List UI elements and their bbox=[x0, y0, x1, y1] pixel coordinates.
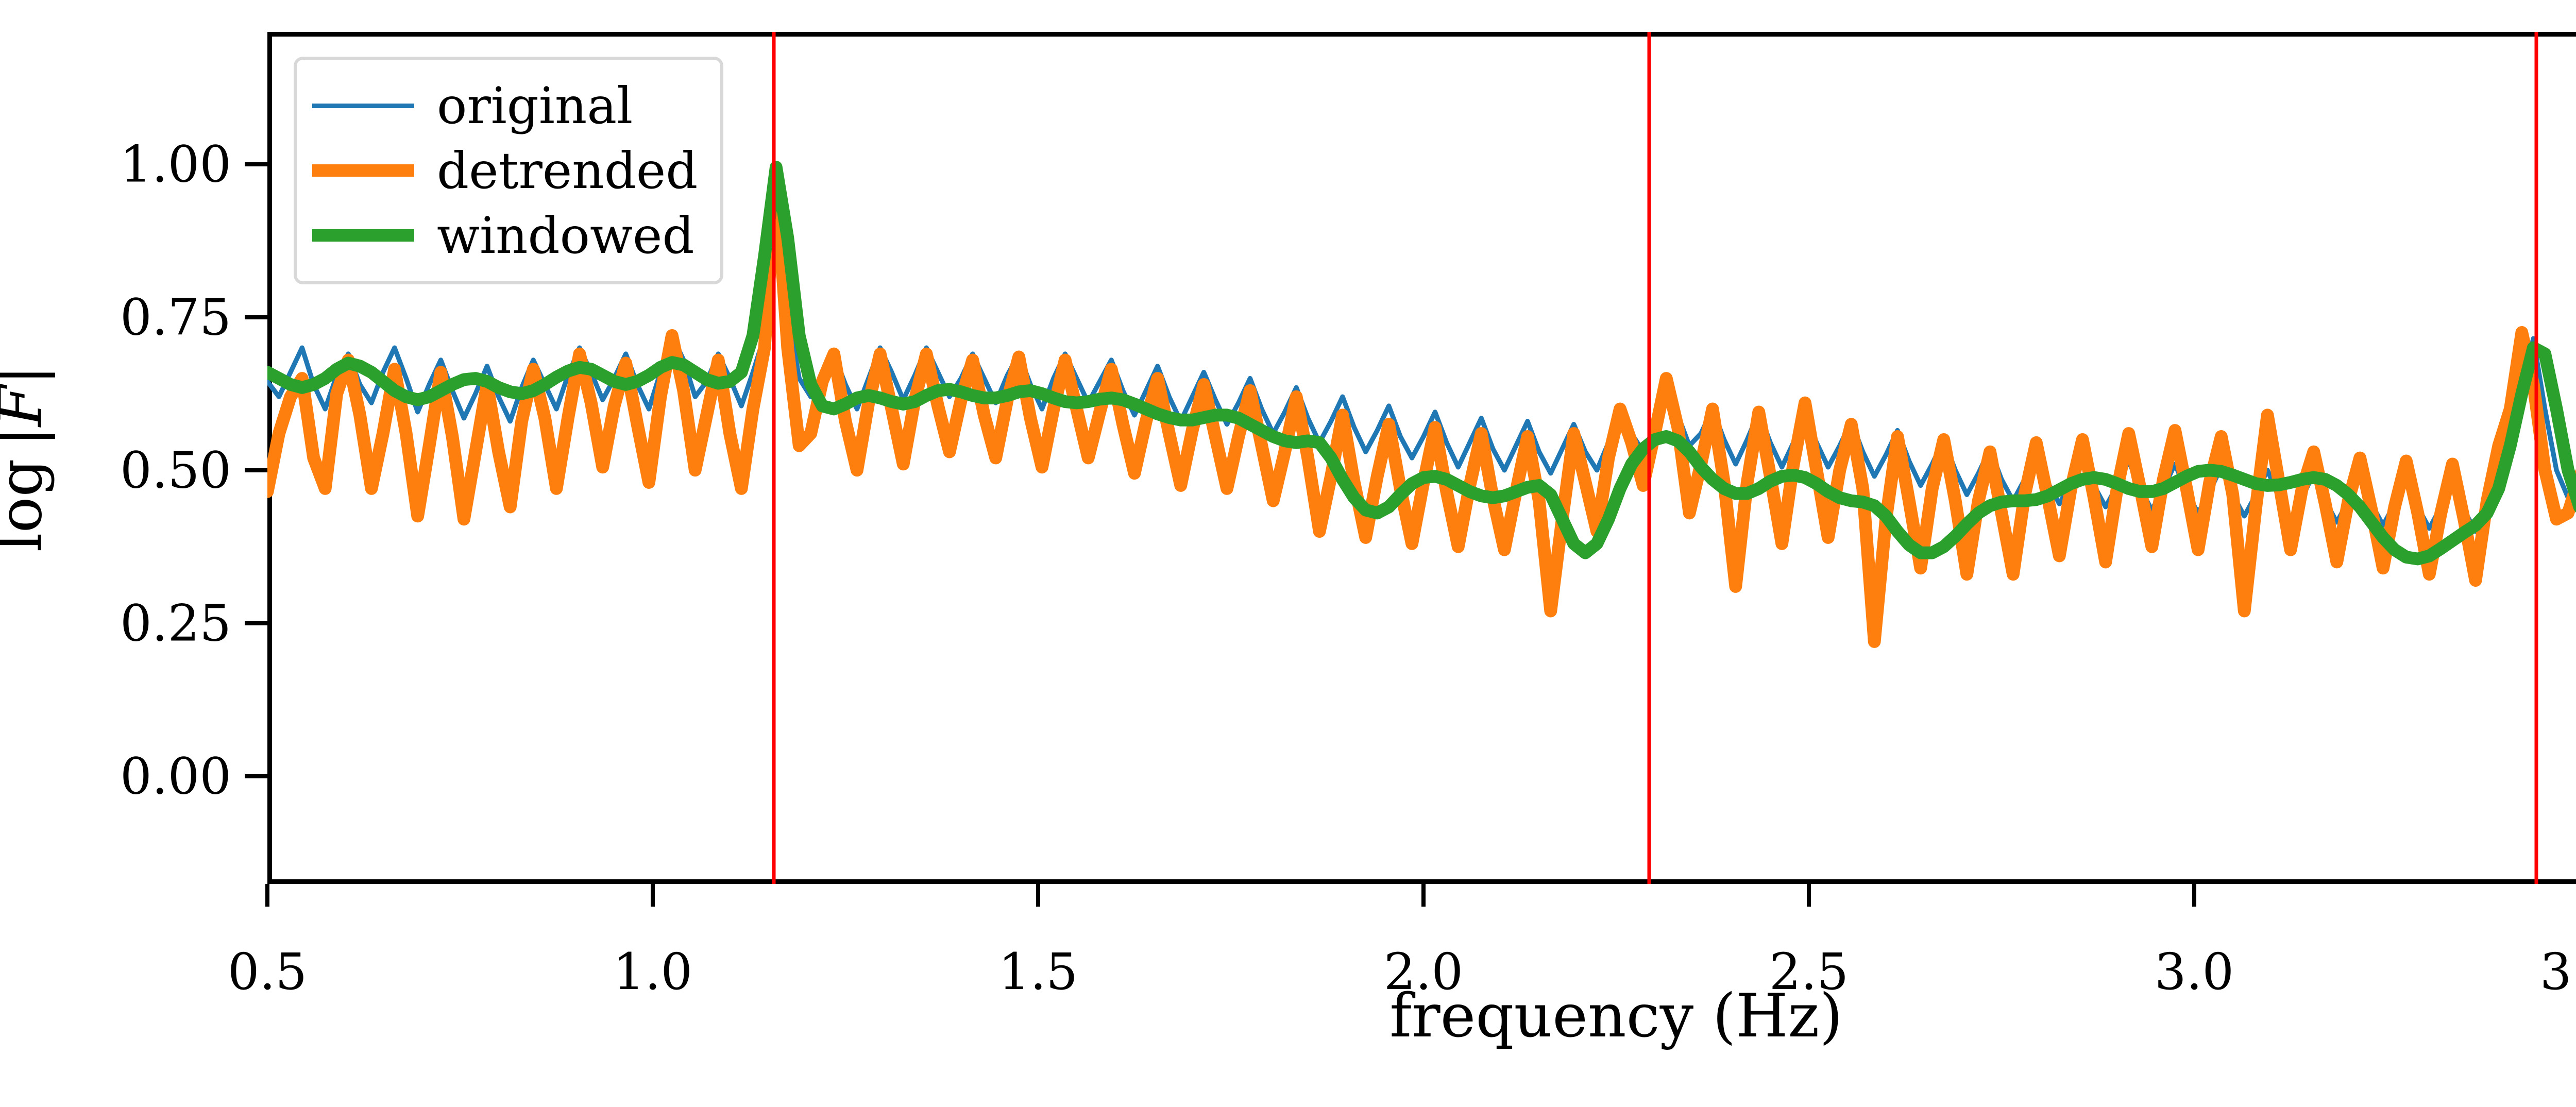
y-tick-label: 1.00 bbox=[120, 135, 231, 194]
x-axis-label: frequency (Hz) bbox=[1389, 981, 1843, 1051]
y-tick-label: 0.50 bbox=[120, 441, 231, 500]
x-tick-label: 3.5 bbox=[2539, 943, 2576, 1001]
legend-swatch-detrended bbox=[312, 164, 414, 177]
y-tick-label: 0.25 bbox=[120, 594, 231, 653]
legend-label: original bbox=[437, 76, 633, 135]
y-axis-label: log |F| bbox=[0, 365, 56, 552]
x-tick-label: 3.0 bbox=[2154, 943, 2234, 1001]
y-tick-mark bbox=[245, 774, 267, 778]
y-axis-label-text: log |F| bbox=[0, 365, 56, 552]
legend-item-original[interactable]: original bbox=[312, 73, 698, 138]
y-tick-label: 0.75 bbox=[120, 288, 231, 347]
reference-vline-3 bbox=[2534, 32, 2538, 884]
reference-vline-2 bbox=[1647, 32, 1651, 884]
x-tick-mark bbox=[1807, 884, 1811, 907]
x-tick-mark bbox=[2192, 884, 2196, 907]
y-tick-mark bbox=[245, 468, 267, 472]
x-tick-label: 0.5 bbox=[227, 943, 308, 1001]
legend-label: windowed bbox=[437, 206, 694, 265]
x-tick-label: 1.5 bbox=[998, 943, 1078, 1001]
legend-item-detrended[interactable]: detrended bbox=[312, 138, 698, 203]
x-tick-label: 2.0 bbox=[1383, 943, 1464, 1001]
plot-area: 0.00 0.25 0.50 0.75 1.00 0.5 1.0 1.5 2.0 2.5 3.0 3… bbox=[120, 32, 2576, 1001]
y-tick-mark bbox=[245, 315, 267, 319]
x-tick-mark bbox=[265, 884, 269, 907]
x-tick-label: 2.5 bbox=[1769, 943, 1849, 1001]
x-tick-mark bbox=[651, 884, 655, 907]
y-tick-label: 0.00 bbox=[120, 747, 231, 806]
x-tick-mark bbox=[1036, 884, 1040, 907]
legend-item-windowed[interactable]: windowed bbox=[312, 203, 698, 268]
legend-swatch-original bbox=[312, 103, 414, 108]
series-line-windowed bbox=[267, 161, 2576, 566]
y-tick-mark bbox=[245, 621, 267, 625]
series-line-detrended bbox=[267, 173, 2576, 648]
series-lines bbox=[267, 161, 2576, 648]
legend-swatch-windowed bbox=[312, 229, 414, 242]
x-tick-mark bbox=[1421, 884, 1426, 907]
x-tick-label: 1.0 bbox=[613, 943, 693, 1001]
legend-box[interactable]: original detrended windowed bbox=[294, 57, 724, 284]
legend-label: detrended bbox=[437, 141, 698, 200]
reference-vline-1 bbox=[772, 32, 776, 884]
y-tick-mark bbox=[245, 162, 267, 166]
